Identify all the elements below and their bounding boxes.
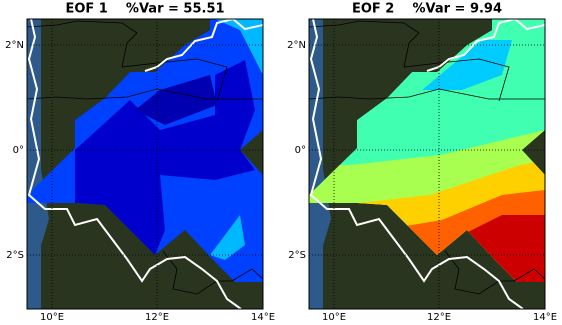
country-border xyxy=(162,250,263,295)
contour-band xyxy=(75,60,255,255)
y-tick-label: 0° xyxy=(295,145,306,156)
x-tick-label: 14°E xyxy=(533,312,557,323)
x-tick-label: 12°E xyxy=(145,312,169,323)
contour-band xyxy=(215,19,263,75)
panel-frame xyxy=(308,18,546,310)
map-content xyxy=(309,19,545,309)
contour-band xyxy=(135,75,217,125)
y-tick-label: 2°S xyxy=(288,250,306,261)
coastline xyxy=(309,19,524,309)
contour-field xyxy=(27,19,263,282)
y-tick-label: 2°S xyxy=(6,250,24,261)
y-tick-label: 0° xyxy=(13,145,24,156)
map-panel: 2°N 0° 2°S 10°E 12°E 14°E xyxy=(5,18,275,323)
coastline xyxy=(426,19,545,72)
x-tick-label: 12°E xyxy=(427,312,451,323)
country-border xyxy=(444,250,545,295)
x-tick-label: 10°E xyxy=(40,312,64,323)
country-border xyxy=(309,88,545,100)
panel-frame xyxy=(26,18,264,310)
contour-band xyxy=(422,40,512,90)
country-border xyxy=(27,88,263,100)
panel-title: EOF 1 %Var = 55.51 xyxy=(65,2,224,17)
x-tick-label: 14°E xyxy=(251,312,275,323)
coastline xyxy=(144,19,263,72)
y-tick-label: 2°N xyxy=(5,40,24,51)
map-panel: 2°N 0° 2°S 10°E 12°E 14°E xyxy=(287,18,557,323)
x-tick-label: 10°E xyxy=(322,312,346,323)
panel-title: EOF 2 %Var = 9.94 xyxy=(352,2,502,17)
y-tick-label: 2°N xyxy=(287,40,306,51)
map-content xyxy=(27,19,263,309)
contour-band xyxy=(210,215,245,260)
coastline xyxy=(27,19,242,309)
country-border xyxy=(309,20,510,102)
country-border xyxy=(27,20,228,102)
